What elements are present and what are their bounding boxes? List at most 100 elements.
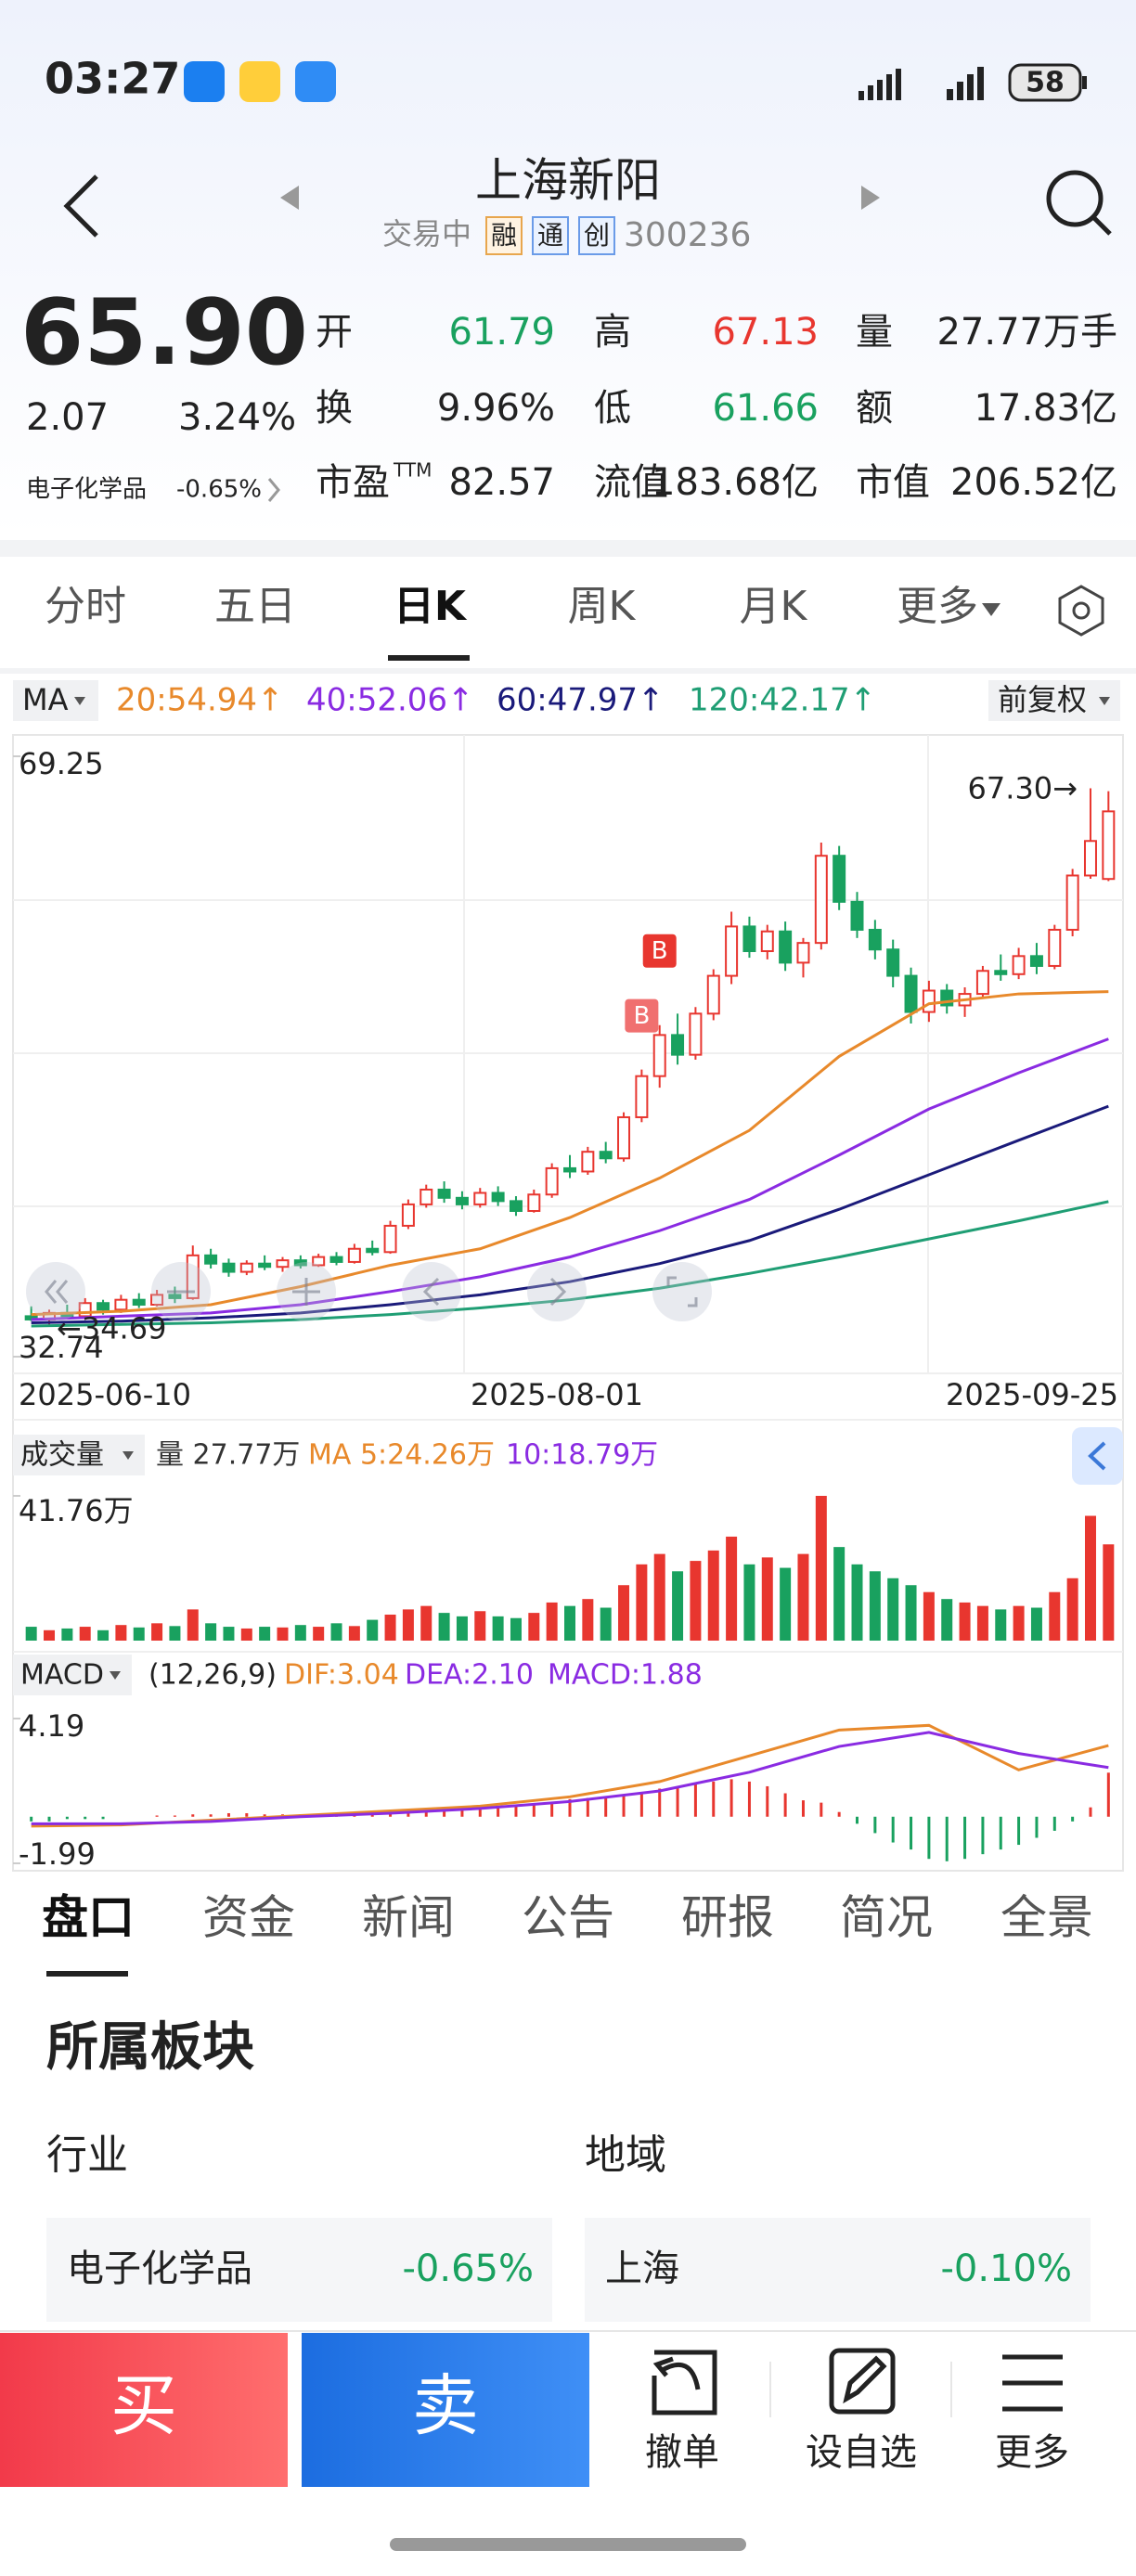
adjust-button[interactable] — [988, 680, 1120, 721]
field-value: 61.79 — [448, 311, 555, 354]
search-button[interactable] — [1046, 170, 1104, 227]
next-stock[interactable] — [861, 186, 880, 210]
detail-tab[interactable]: 简况 — [840, 1891, 933, 1945]
candle-body — [1048, 928, 1062, 967]
candle-body — [563, 1166, 576, 1173]
volume-bar — [44, 1629, 56, 1641]
candle-body — [329, 1256, 343, 1263]
candle-body — [635, 1075, 649, 1118]
field-label: 换 — [316, 387, 353, 430]
app-icon — [184, 61, 225, 102]
chart-tab[interactable]: 分时 — [45, 583, 126, 630]
macd-legend: MACD:1.88 — [548, 1659, 703, 1692]
field-label: 流值 — [594, 461, 668, 504]
tag-box — [485, 216, 523, 255]
candle-body — [725, 925, 739, 977]
group-card[interactable] — [46, 2218, 552, 2322]
settings-button[interactable] — [1058, 585, 1104, 637]
volume-bar — [851, 1564, 863, 1641]
volume-bar — [564, 1605, 575, 1641]
volume-bar — [546, 1602, 558, 1641]
candle-body — [383, 1224, 397, 1254]
date-label: 2025-06-10 — [19, 1377, 191, 1412]
chart-tab[interactable]: 月K — [740, 583, 808, 630]
candle-body — [401, 1203, 415, 1227]
tag-box — [532, 216, 569, 255]
candle-body — [904, 974, 918, 1013]
chart-tab[interactable]: 更多 — [897, 583, 978, 630]
field-label: 高 — [594, 311, 631, 354]
candle-body — [1102, 810, 1116, 881]
candle-body — [239, 1262, 253, 1273]
ma-line — [31, 1200, 1109, 1328]
candle-body — [940, 989, 954, 1007]
detail-tab[interactable]: 盘口 — [42, 1891, 135, 1945]
field-value: 67.13 — [712, 311, 819, 354]
y-tick-label: -1.99 — [19, 1836, 96, 1872]
volume-bar — [492, 1616, 504, 1641]
volume-bar — [582, 1599, 594, 1641]
back-button[interactable] — [63, 174, 98, 238]
toolbar-button[interactable] — [652, 1262, 712, 1321]
volume-bar — [79, 1627, 91, 1641]
ma-line — [31, 1037, 1109, 1321]
volume-bar — [205, 1623, 217, 1641]
detail-tab[interactable]: 资金 — [202, 1891, 295, 1945]
toolbar-icons — [45, 1276, 698, 1307]
volume-bar — [672, 1571, 684, 1641]
buy-marker — [642, 934, 677, 968]
candle-body — [796, 942, 810, 964]
volume-bar — [636, 1564, 648, 1641]
toolbar-button[interactable] — [527, 1262, 587, 1321]
candle-body — [975, 970, 989, 996]
chart-tabs: 分时 五日 日K 周K 月K 更多 — [45, 583, 1000, 630]
max-label: 67.30→ — [968, 771, 1078, 806]
sector-name[interactable]: 电子化学品 — [26, 476, 147, 504]
group-card[interactable] — [585, 2218, 1091, 2322]
volume-chart: 成交量 量 27.77万 MA 5:24.26万 10:18.79万 41.76万 — [13, 1435, 1115, 1641]
volume-bar — [384, 1614, 396, 1641]
chart-tab[interactable]: 周K — [568, 583, 637, 630]
detail-tab[interactable]: 公告 — [522, 1891, 614, 1945]
stock-title: 上海新阳 — [475, 154, 661, 208]
chart-tab[interactable]: 五日 — [214, 583, 296, 630]
volume-title: 成交量 — [20, 1439, 104, 1472]
signal-icons — [858, 67, 984, 100]
volume-bar — [959, 1602, 971, 1641]
toolbar-button[interactable] — [26, 1262, 85, 1321]
field-value: 9.96% — [437, 387, 555, 430]
action-label[interactable]: 撤单 — [645, 2431, 719, 2474]
volume-title-box[interactable] — [13, 1435, 145, 1475]
prev-stock[interactable] — [280, 186, 299, 210]
volume-bar — [367, 1619, 379, 1641]
field-label: 额 — [856, 387, 893, 430]
detail-tab[interactable]: 全景 — [1000, 1891, 1093, 1945]
detail-tab[interactable]: 新闻 — [362, 1891, 455, 1945]
ma-button[interactable] — [13, 680, 98, 721]
chart-frame — [12, 734, 1124, 1872]
settings-dot — [1072, 601, 1091, 620]
macd-title-box[interactable] — [13, 1655, 132, 1695]
action-label[interactable]: 更多 — [995, 2431, 1069, 2474]
stock-code: 300236 — [624, 216, 751, 254]
buy-button[interactable] — [0, 2333, 288, 2487]
search-handle — [1091, 215, 1112, 236]
macd-legend: DEA:2.10 — [405, 1659, 534, 1692]
volume-bar — [330, 1623, 342, 1641]
volume-bar — [151, 1623, 163, 1641]
candle-body — [850, 900, 864, 931]
toolbar-button[interactable] — [402, 1262, 461, 1321]
sell-button[interactable] — [302, 2333, 589, 2487]
trade-status: 交易中 — [382, 216, 471, 251]
sector-change: -0.65% — [176, 476, 262, 504]
ma-button-label: MA — [22, 682, 69, 717]
tag: 通 — [537, 220, 563, 251]
action-label[interactable]: 设自选 — [806, 2431, 917, 2474]
detail-tab[interactable]: 研报 — [681, 1891, 774, 1945]
volume-bar — [528, 1613, 540, 1641]
chart-tab[interactable]: 日K — [394, 583, 468, 630]
volume-bar — [941, 1599, 953, 1641]
side-panel-button[interactable] — [1072, 1427, 1123, 1485]
field-label: 低 — [594, 387, 631, 430]
